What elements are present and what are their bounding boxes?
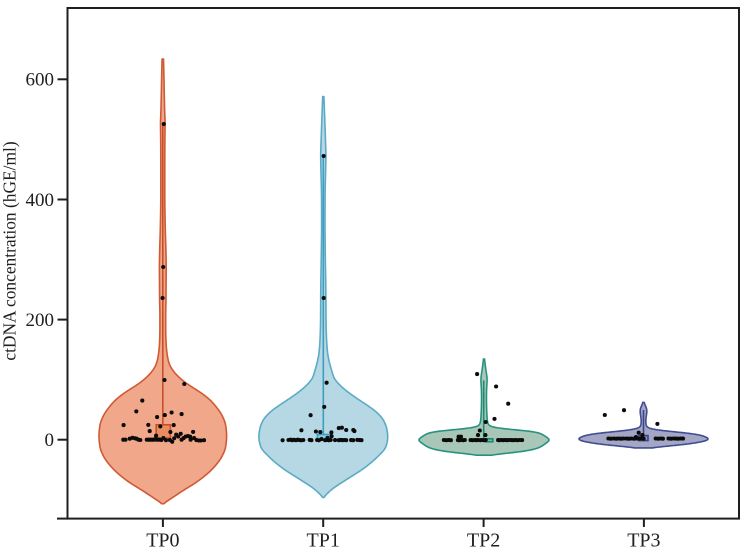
svg-text:TP0: TP0 [146, 530, 179, 552]
svg-text:600: 600 [26, 70, 55, 91]
svg-text:TP1: TP1 [307, 530, 340, 552]
svg-text:200: 200 [26, 310, 55, 331]
svg-text:0: 0 [45, 430, 55, 451]
svg-text:TP3: TP3 [627, 530, 660, 552]
svg-text:400: 400 [26, 190, 55, 211]
svg-text:ctDNA concentration (hGE/ml): ctDNA concentration (hGE/ml) [0, 141, 20, 360]
svg-text:TP2: TP2 [467, 530, 500, 552]
